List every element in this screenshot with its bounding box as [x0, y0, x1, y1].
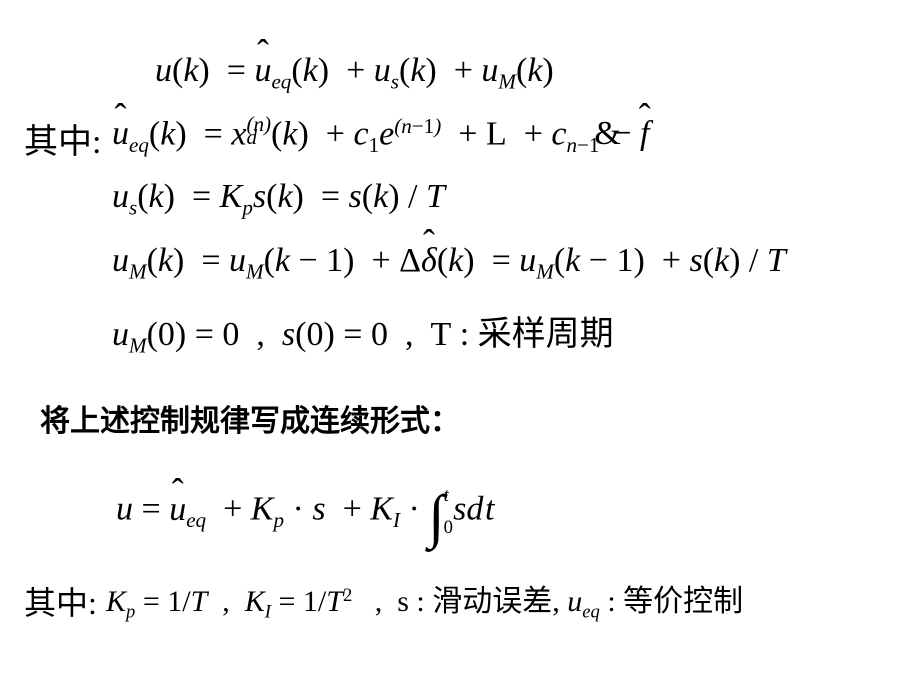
heading-text: 将上述控制规律写成连续形式：	[40, 405, 460, 438]
where-text-1: 其中:	[24, 124, 101, 161]
section-heading: 将上述控制规律写成连续形式：	[40, 396, 460, 440]
slide-page: u(k) = ueq(k) + us(k) + uM(k) 其中: ueq(k)…	[0, 0, 920, 690]
equiv-control-text: 等价控制	[623, 585, 743, 618]
where-text-2: 其中:	[24, 585, 97, 621]
label-where-1: 其中:	[24, 114, 101, 163]
equation-line-3: us(k) = Kps(k) = s(k) / T	[112, 178, 445, 220]
equation-line-5: uM(0) = 0 , s(0) = 0 , T : 采样周期	[112, 306, 614, 358]
equation-line-4: uM(k) = uM(k − 1) + Δδ(k) = uM(k − 1) + …	[112, 242, 786, 284]
equation-line-2: ueq(k) = x(n)d(k) + c1e(n−1) + L + cn−1&…	[112, 112, 649, 158]
sliding-error-text: 滑动误差	[432, 585, 552, 618]
equation-line-1: u(k) = ueq(k) + us(k) + uM(k)	[155, 52, 554, 94]
equation-line-7: Kp = 1/T , KI = 1/T2 , s : 滑动误差, ueq : 等…	[106, 576, 743, 624]
equation-line-6: u = ueq + Kp · s + KI · ∫0t sdt	[116, 488, 496, 536]
label-where-2: 其中:	[24, 578, 97, 624]
sampling-period-text: 采样周期	[478, 316, 614, 353]
